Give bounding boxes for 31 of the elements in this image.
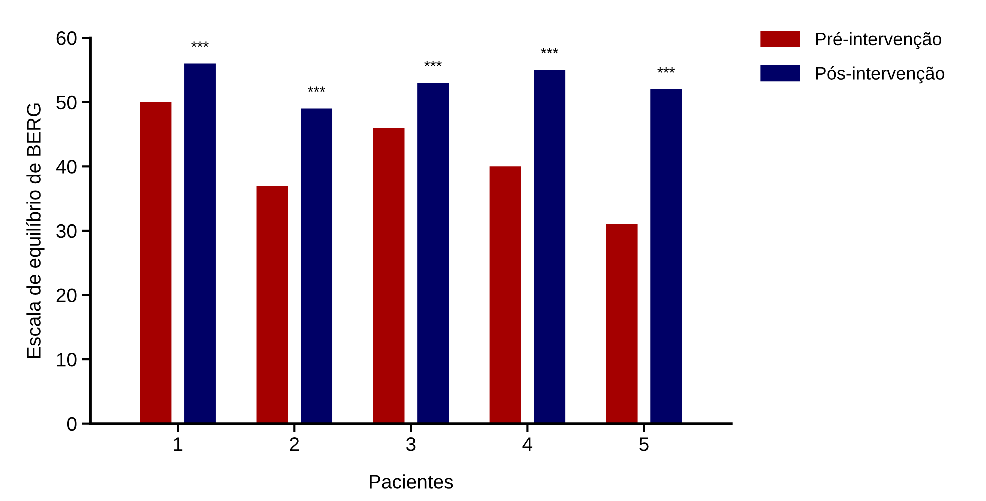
annotation: *** — [658, 68, 676, 73]
y-tick-label: 50 — [56, 96, 77, 110]
annotation: *** — [192, 42, 209, 48]
x-tick-label: 5 — [640, 438, 649, 452]
bar — [256, 186, 288, 424]
x-axis-title: Pacientes — [370, 474, 454, 489]
bar — [650, 90, 682, 424]
annotation: *** — [541, 48, 559, 54]
bar — [534, 70, 566, 424]
y-tick-label: 40 — [56, 160, 77, 174]
bar — [301, 108, 333, 424]
annotation: *** — [424, 61, 442, 66]
bar — [140, 102, 172, 424]
x-tick-label: 2 — [290, 438, 300, 452]
legend-label: Pré-intervenção — [816, 32, 942, 50]
y-tick-label: 30 — [56, 224, 77, 238]
annotation: *** — [308, 86, 326, 92]
y-tick-label: 10 — [57, 353, 77, 367]
y-axis-title: Escala de equilíbrio de BERG — [26, 104, 45, 358]
x-tick-label: 1 — [174, 438, 183, 452]
bar — [373, 128, 405, 424]
bar — [606, 224, 638, 424]
bar — [184, 64, 216, 424]
y-tick-label: 20 — [56, 288, 77, 302]
x-tick-label: 4 — [522, 438, 533, 452]
x-tick-label: 3 — [406, 438, 416, 452]
bar — [490, 166, 522, 424]
y-tick-label: 0 — [67, 417, 77, 432]
y-tick-label: 60 — [56, 32, 77, 46]
bar — [418, 83, 450, 424]
legend-label: Pós-intervenção — [816, 66, 945, 84]
